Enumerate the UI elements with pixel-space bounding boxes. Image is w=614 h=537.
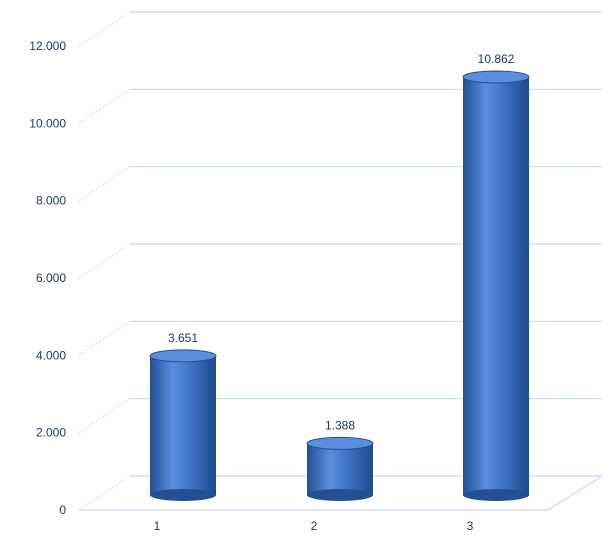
gridline-side [78, 398, 131, 434]
bar-base [463, 489, 529, 501]
y-tick-label: 6.000 [36, 271, 66, 285]
bar-body [463, 77, 529, 495]
bar [149, 349, 217, 501]
bar-base [150, 489, 216, 501]
data-label: 10.862 [478, 52, 515, 66]
bar-base [307, 489, 373, 501]
y-tick-label: 10.000 [29, 116, 66, 130]
labels: 3.651 1 1.388 2 10.862 3 [154, 52, 515, 533]
data-label: 3.651 [168, 331, 198, 345]
bar-top [462, 70, 530, 84]
gridline-side [78, 320, 131, 356]
gridline-side [78, 88, 131, 124]
y-tick-label: 0 [59, 503, 66, 517]
y-tick-label: 12.000 [29, 39, 66, 53]
bar-body [150, 355, 216, 495]
x-tick-label: 3 [467, 519, 474, 533]
y-tick-label: 2.000 [36, 426, 66, 440]
bars [149, 70, 530, 501]
gridline-side [78, 11, 131, 47]
bar-top [149, 349, 217, 363]
gridline-side [78, 166, 131, 202]
gridline-side [78, 243, 131, 279]
x-tick-label: 1 [154, 519, 161, 533]
x-tick-label: 2 [311, 519, 318, 533]
gridline-side [78, 475, 131, 511]
bar [306, 436, 374, 501]
floor-edge [547, 475, 603, 511]
bar [462, 70, 530, 501]
bar-top [306, 436, 374, 450]
y-tick-label: 8.000 [36, 194, 66, 208]
data-label: 1.388 [325, 418, 355, 432]
y-tick-label: 4.000 [36, 348, 66, 362]
bar-body [307, 443, 373, 495]
axes: 0 2.000 4.000 6.000 8.000 10.000 12.000 [29, 39, 603, 517]
